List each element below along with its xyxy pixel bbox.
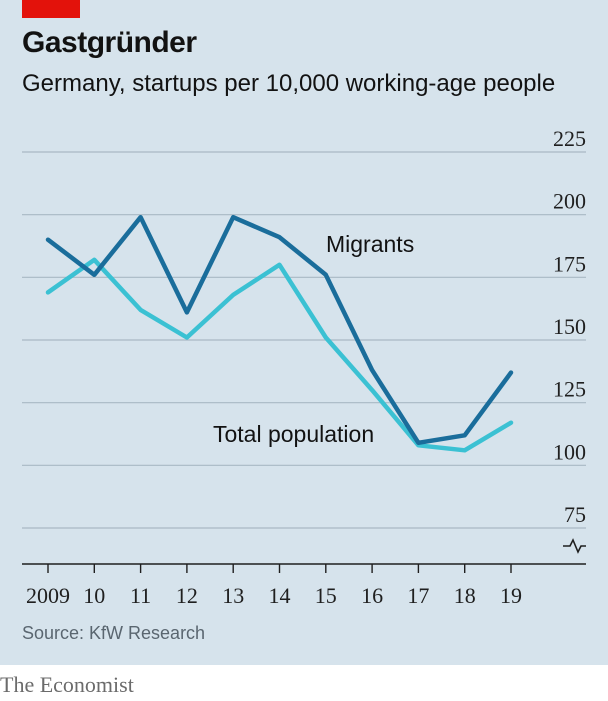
y-tick-label: 200 — [553, 189, 586, 214]
y-axis-ticks: 225 200 175 150 125 100 75 — [553, 126, 586, 527]
brand-logo-text: The Economist — [0, 672, 134, 697]
x-tick-label: 10 — [83, 583, 105, 608]
y-tick-label: 225 — [553, 126, 586, 151]
y-tick-label: 175 — [553, 251, 586, 276]
source-note: Source: KfW Research — [22, 623, 206, 643]
y-tick-label: 75 — [564, 502, 586, 527]
x-tick-label: 15 — [315, 583, 337, 608]
y-tick-label: 150 — [553, 314, 586, 339]
brand-red-tag — [22, 0, 80, 18]
x-tick-label: 14 — [269, 583, 291, 608]
x-axis: 2009 10 11 12 13 14 15 16 17 18 19 — [22, 563, 586, 608]
x-tick-label: 11 — [130, 583, 151, 608]
chart-title: Gastgründer — [22, 26, 197, 59]
series-lines — [45, 214, 514, 453]
x-tick-label: 19 — [500, 583, 522, 608]
line-chart: 225 200 175 150 125 100 75 2009 10 11 12 13 14 15 16 1… — [22, 126, 586, 608]
series-line-total-population — [45, 257, 514, 453]
x-tick-label: 17 — [407, 583, 429, 608]
axis-break-icon — [563, 538, 586, 554]
x-tick-label: 18 — [454, 583, 476, 608]
gridlines — [22, 151, 586, 529]
x-tick-label: 13 — [222, 583, 244, 608]
x-tick-label: 12 — [176, 583, 198, 608]
series-line-migrants — [45, 214, 514, 446]
chart-panel — [0, 0, 608, 665]
x-tick-label: 16 — [361, 583, 383, 608]
series-label-migrants: Migrants — [326, 231, 414, 257]
y-tick-label: 125 — [553, 377, 586, 402]
axis-break — [563, 538, 586, 554]
chart-subtitle: Germany, startups per 10,000 working-age… — [22, 70, 556, 97]
series-label-total-population: Total population — [213, 421, 374, 447]
y-tick-label: 100 — [553, 439, 586, 464]
x-tick-label: 2009 — [26, 583, 70, 608]
